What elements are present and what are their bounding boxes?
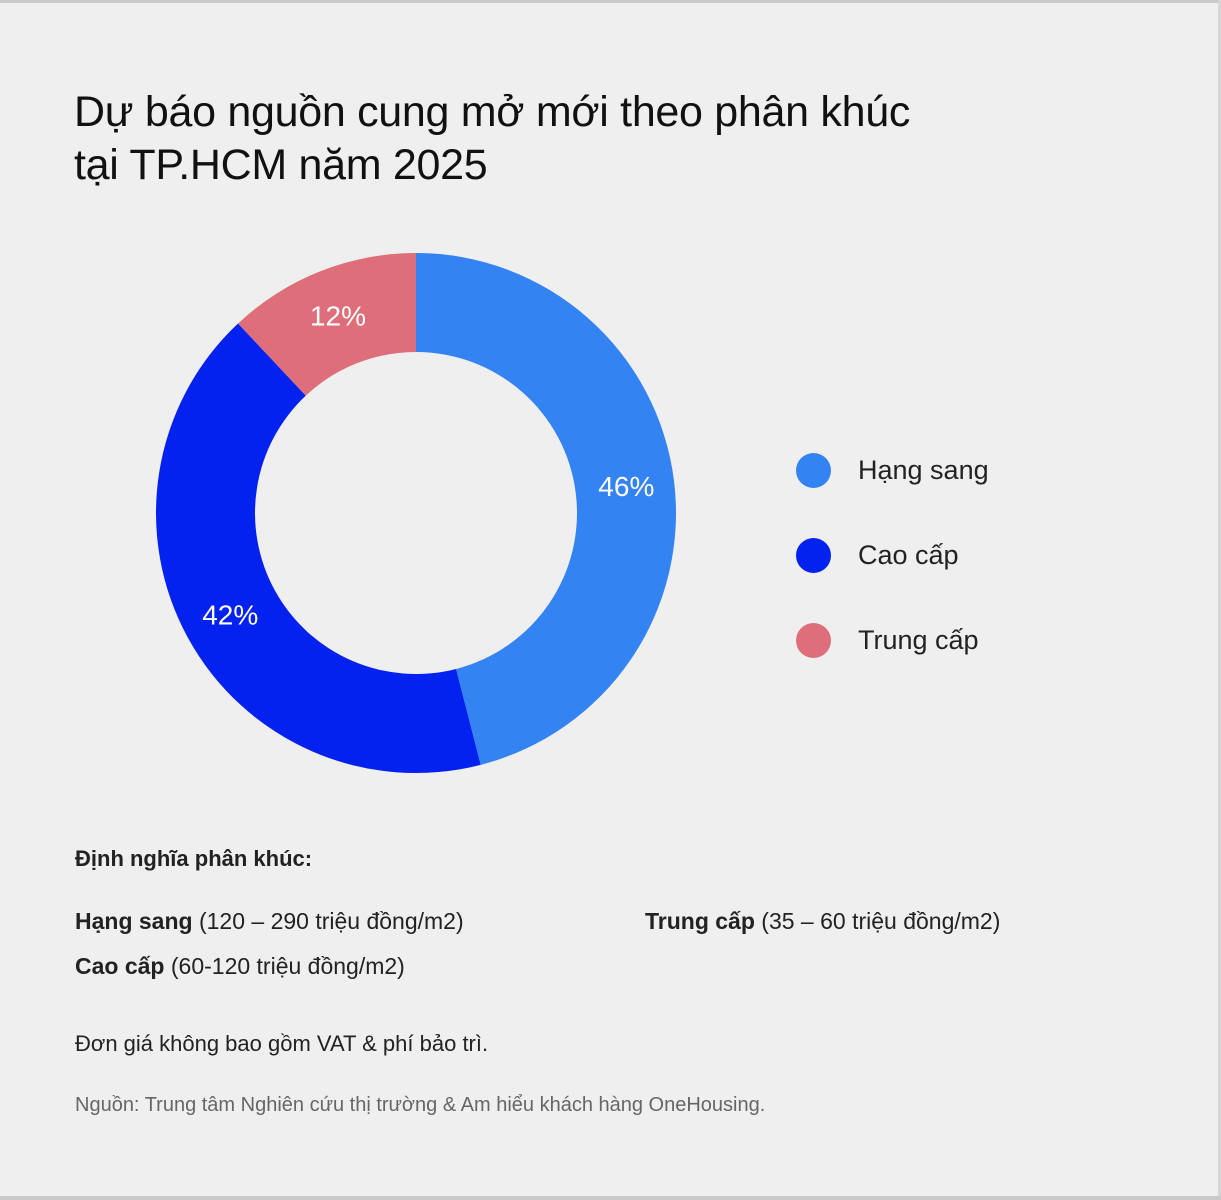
donut-slice-hang-sang (416, 253, 676, 765)
source-text: Nguồn: Trung tâm Nghiên cứu thị trường &… (75, 1094, 766, 1116)
donut-data-label-hang-sang: 46% (598, 471, 654, 502)
chart-legend: Hạng sang Cao cấp Trung cấp (796, 452, 989, 707)
donut-data-label-cao-cap: 42% (202, 600, 258, 631)
legend-swatch-trung-cap (796, 622, 831, 658)
definition-name-trung-cap: Trung cấp (645, 908, 755, 934)
definition-cao-cap: Cao cấp (60-120 triệu đồng/m2) (75, 953, 405, 980)
definition-range-trung-cap: (35 – 60 triệu đồng/m2) (754, 908, 1001, 934)
definition-range-cao-cap: (60-120 triệu đồng/m2) (164, 953, 405, 979)
frame-top-border (0, 0, 1221, 3)
frame-bottom-border (0, 1196, 1221, 1200)
chart-title: Dự báo nguồn cung mở mới theo phân khúc … (74, 86, 1074, 192)
donut-slice-cao-cap (156, 323, 481, 773)
frame-right-border (1218, 0, 1221, 1200)
legend-swatch-hang-sang (796, 452, 831, 488)
definition-range-hang-sang: (120 – 290 triệu đồng/m2) (192, 908, 464, 934)
legend-item-trung-cap: Trung cấp (796, 622, 989, 658)
legend-item-hang-sang: Hạng sang (796, 452, 989, 488)
definition-hang-sang: Hạng sang (120 – 290 triệu đồng/m2) (75, 908, 464, 935)
definition-trung-cap: Trung cấp (35 – 60 triệu đồng/m2) (645, 908, 1000, 935)
legend-label-cao-cap: Cao cấp (858, 539, 959, 570)
definition-name-cao-cap: Cao cấp (75, 953, 165, 979)
donut-data-label-trung-cap: 12% (310, 300, 366, 331)
definitions-heading: Định nghĩa phân khúc: (75, 846, 313, 871)
legend-item-cao-cap: Cao cấp (796, 537, 989, 573)
price-note: Đơn giá không bao gồm VAT & phí bảo trì. (75, 1031, 489, 1056)
chart-title-line-2: tại TP.HCM năm 2025 (74, 141, 488, 189)
chart-title-line-1: Dự báo nguồn cung mở mới theo phân khúc (74, 88, 911, 136)
legend-swatch-cao-cap (796, 537, 831, 573)
legend-label-trung-cap: Trung cấp (858, 624, 979, 655)
donut-slice-trung-cap (238, 253, 416, 396)
definition-name-hang-sang: Hạng sang (75, 908, 193, 934)
legend-label-hang-sang: Hạng sang (858, 454, 989, 485)
